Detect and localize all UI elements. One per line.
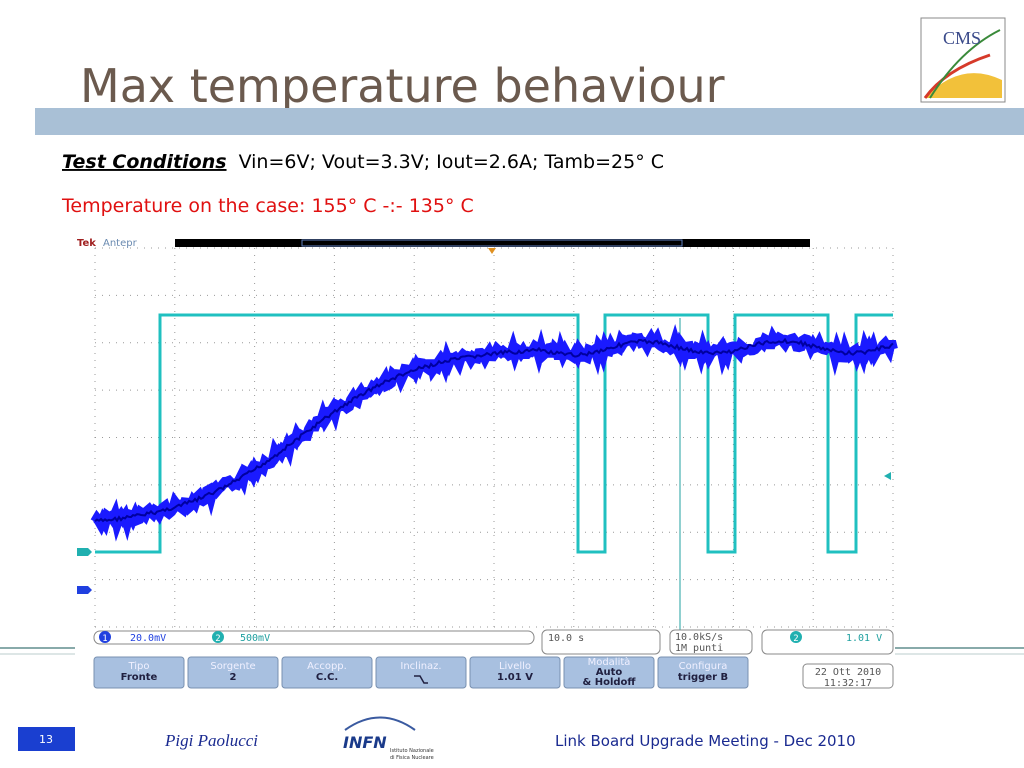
logo-text: CMS xyxy=(943,28,981,48)
menu-text: Inclinaz. xyxy=(400,661,441,672)
menu-button xyxy=(281,656,373,689)
trigger-level xyxy=(884,472,891,480)
trigger-level-text: 1.01 V xyxy=(846,633,882,644)
timebase-box xyxy=(541,629,661,655)
menu-text: Modalità xyxy=(588,656,631,668)
conditions: Test Conditions Vin=6V; Vout=3.3V; Iout=… xyxy=(62,151,664,173)
org-name: di Fisica Nucleare xyxy=(390,755,434,761)
infn-logo: INFN Istituto Nazionale di Fisica Nuclea… xyxy=(343,716,434,761)
menu-text: Configura xyxy=(679,661,728,672)
ch1-badge xyxy=(99,631,111,643)
menu-button xyxy=(93,656,185,689)
trigger-pos xyxy=(488,248,496,254)
menu-text: Auto xyxy=(596,667,623,678)
page-number-box xyxy=(18,727,75,751)
ch1-marker xyxy=(77,586,92,594)
temperature: Temperature on the case: 155° C -:- 135°… xyxy=(61,195,474,217)
menu-text: Livello xyxy=(499,661,531,672)
brand: Tek xyxy=(77,238,96,249)
channel-readout xyxy=(93,630,535,645)
trigger-ch: 2 xyxy=(793,634,798,644)
menu-text: & Holdoff xyxy=(583,677,637,688)
menu-text: C.C. xyxy=(316,672,338,683)
cms-logo: CMS xyxy=(920,17,1006,103)
menu-button xyxy=(469,656,561,689)
menu-button xyxy=(187,656,279,689)
rate: 10.0kS/s xyxy=(675,632,723,643)
ch1-num: 1 xyxy=(102,634,107,644)
oscilloscope: Tek Antepr 1 20.0mV 2 500mV 10.0 s 10.0k… xyxy=(75,236,898,691)
date: 22 Ott 2010 xyxy=(815,667,881,678)
menu-text: Fronte xyxy=(121,672,158,683)
rate-box xyxy=(669,629,753,655)
slide-title: Max temperature behaviour xyxy=(80,59,725,113)
menu-button xyxy=(375,656,467,689)
title-bar xyxy=(35,108,1024,135)
trigger-badge xyxy=(790,631,802,643)
conditions-text: Vin=6V; Vout=3.3V; Iout=2.6A; Tamb=25° C xyxy=(239,151,664,173)
ch2-scale: 500mV xyxy=(240,633,270,644)
menu-text: Accopp. xyxy=(307,661,347,672)
ch2-marker xyxy=(77,548,92,556)
org: INFN xyxy=(343,733,387,752)
ch1-trace xyxy=(94,337,894,523)
ch2-badge xyxy=(212,631,224,643)
points: 1M punti xyxy=(675,643,723,654)
menu-text: trigger B xyxy=(678,672,728,683)
menu-text: 1.01 V xyxy=(497,672,533,683)
timebase: 10.0 s xyxy=(548,633,584,644)
event: Link Board Upgrade Meeting - Dec 2010 xyxy=(555,732,856,750)
menu-text: 2 xyxy=(230,672,237,683)
author: Pigi Paolucci xyxy=(164,731,258,750)
ch2-trace xyxy=(95,313,893,554)
date-box xyxy=(802,663,894,689)
menu-text: Tipo xyxy=(127,661,149,672)
scope-bg xyxy=(75,236,895,691)
mode: Antepr xyxy=(103,238,138,249)
org-name: Istituto Nazionale xyxy=(390,748,434,754)
menu-text: Sorgente xyxy=(210,661,255,672)
menu-button xyxy=(563,656,655,689)
record-bar xyxy=(175,239,810,247)
record-window xyxy=(301,239,683,247)
page-number: 13 xyxy=(39,733,53,746)
slope-icon xyxy=(414,675,428,684)
conditions-label: Test Conditions xyxy=(62,151,227,173)
ch1-scale: 20.0mV xyxy=(130,633,166,644)
menu-button xyxy=(657,656,749,689)
ch2-num: 2 xyxy=(215,634,220,644)
time: 11:32:17 xyxy=(824,678,872,689)
